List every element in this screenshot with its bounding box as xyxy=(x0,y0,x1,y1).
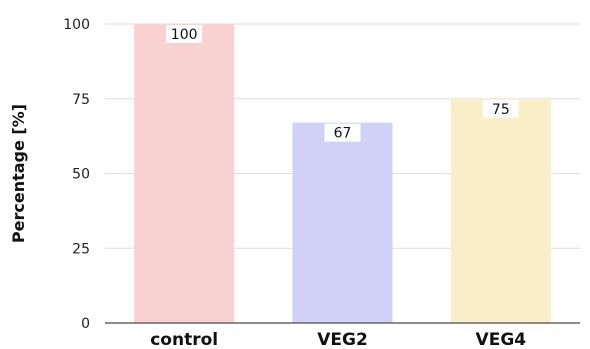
value-label-bg xyxy=(166,25,203,43)
y-tick-label: 25 xyxy=(72,241,90,257)
value-labels: 100 67 75 xyxy=(166,25,519,142)
y-tick-label: 75 xyxy=(72,92,90,108)
value-label-control: 100 xyxy=(171,27,198,43)
value-label-bg xyxy=(324,123,361,142)
y-axis-ticks: 0 25 50 75 100 xyxy=(63,17,90,332)
bar-VEG2 xyxy=(292,122,393,323)
bar-VEG4 xyxy=(450,98,551,323)
x-category-label-control: control xyxy=(150,330,218,349)
y-axis-title: Percentage [%] xyxy=(9,104,28,243)
y-tick-label: 100 xyxy=(63,17,90,33)
x-axis-categories: control VEG2 VEG4 xyxy=(150,330,526,349)
x-category-label-VEG4: VEG4 xyxy=(476,330,527,349)
y-tick-label: 50 xyxy=(72,167,90,183)
value-label-VEG4: 75 xyxy=(492,102,510,118)
bar-control xyxy=(134,24,235,323)
x-category-label-VEG2: VEG2 xyxy=(317,330,368,349)
bars xyxy=(134,24,551,323)
value-label-bg xyxy=(482,99,519,118)
value-label-VEG2: 67 xyxy=(334,126,352,142)
y-tick-label: 0 xyxy=(81,316,90,332)
